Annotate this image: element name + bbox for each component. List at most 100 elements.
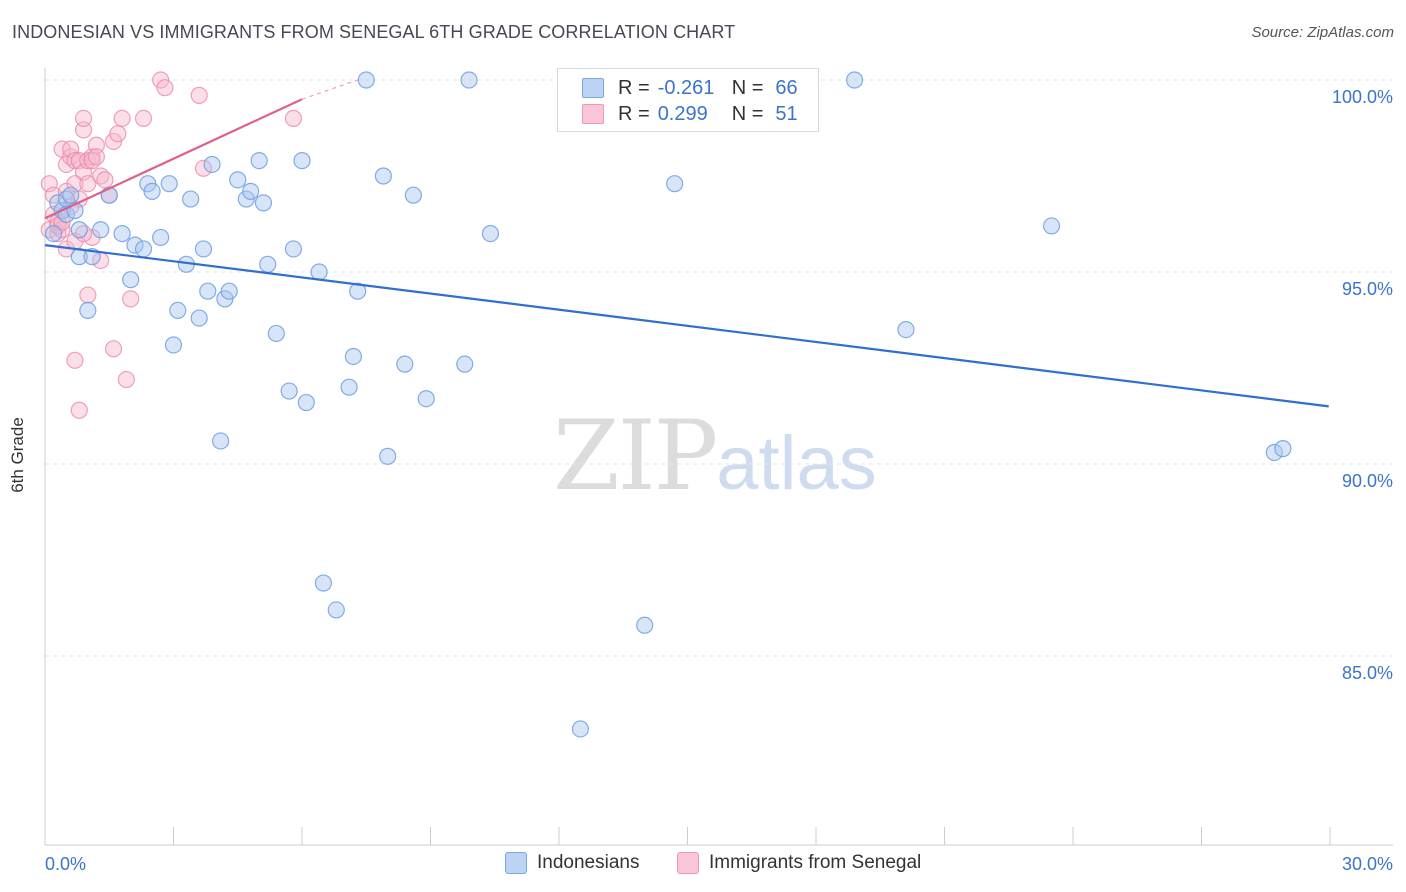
indonesian-point (62, 186, 80, 204)
source-label: Source: ZipAtlas.com (1251, 24, 1394, 41)
indonesian-point (1274, 440, 1292, 458)
pink-swatch (582, 104, 604, 124)
indonesian-point (379, 447, 397, 465)
senegal-trend-extension (301, 79, 358, 100)
trend-lines (44, 79, 1329, 408)
senegal-point (74, 109, 93, 128)
indonesian-point (259, 255, 277, 273)
indonesian-trend-line (44, 244, 1329, 408)
y-tick-label: 95.0% (1342, 279, 1393, 299)
senegal-point (109, 125, 127, 143)
senegal-trend-line (44, 98, 303, 220)
indonesian-point (92, 221, 110, 239)
n-label: N = (731, 76, 764, 99)
indonesian-point (1265, 443, 1283, 462)
senegal-point (190, 86, 208, 104)
indonesian-point (194, 240, 213, 258)
blue-swatch (505, 852, 527, 874)
indonesian-point (199, 282, 217, 300)
legend-row-indonesians: R = -0.261 N = 66 (582, 75, 798, 101)
indonesian-point (327, 601, 345, 619)
pink-swatch (677, 852, 699, 874)
senegal-point (156, 79, 174, 97)
indonesian-point (897, 321, 915, 339)
senegal-point (134, 109, 153, 128)
n-value: 51 (775, 102, 798, 125)
senegal-point (79, 286, 97, 304)
senegal-point (113, 109, 131, 128)
indonesian-point (456, 355, 474, 373)
watermark-zip: ZIP (553, 400, 718, 512)
indonesian-point (314, 574, 333, 592)
senegal-point (104, 340, 123, 358)
indonesian-point (284, 240, 303, 258)
n-label: N = (731, 102, 764, 125)
senegal-point (194, 159, 213, 177)
indonesian-point (254, 194, 273, 212)
indonesian-point (122, 271, 140, 289)
senegal-point (284, 109, 303, 128)
indonesian-point (134, 240, 153, 258)
legend-item-senegal[interactable]: Immigrants from Senegal (677, 852, 921, 874)
indonesian-point (126, 236, 144, 254)
senegal-point (96, 171, 114, 189)
indonesian-point (203, 155, 221, 174)
chart-title: INDONESIAN VS IMMIGRANTS FROM SENEGAL 6T… (12, 22, 736, 42)
r-label: R = (618, 102, 650, 125)
indonesian-point (190, 309, 208, 327)
indonesian-point (250, 152, 268, 170)
gridlines (45, 79, 1395, 657)
indonesian-point (481, 225, 500, 243)
indonesian-point (349, 282, 367, 300)
indonesian-point (160, 175, 178, 193)
n-value: 66 (775, 76, 798, 99)
axes (44, 68, 1393, 846)
indonesian-point (79, 301, 97, 319)
indonesian-point (417, 390, 435, 408)
indonesian-point (164, 336, 183, 354)
senegal-point (66, 152, 84, 170)
indonesian-point (344, 347, 362, 366)
indonesian-point (460, 71, 478, 89)
indonesian-point (143, 182, 161, 200)
senegal-point (66, 351, 84, 369)
indonesian-point (152, 228, 170, 247)
y-tick-label: 90.0% (1342, 471, 1393, 491)
indonesian-point (845, 71, 864, 89)
indonesian-point (636, 616, 654, 634)
indonesian-point (212, 432, 230, 450)
legend-label: Indonesians (537, 852, 640, 873)
senegal-point (70, 401, 88, 419)
indonesian-point (297, 393, 315, 412)
indonesian-points (44, 71, 1292, 738)
r-label: R = (618, 76, 650, 99)
indonesian-point (1042, 217, 1061, 235)
senegal-point (87, 148, 106, 166)
indonesian-point (374, 167, 392, 185)
indonesian-point (267, 324, 285, 343)
indonesian-point (404, 186, 422, 204)
indonesian-point (357, 71, 375, 89)
r-value: -0.261 (657, 76, 715, 99)
r-value: 0.299 (657, 102, 708, 125)
indonesian-point (169, 301, 187, 319)
senegal-point (79, 175, 97, 193)
indonesian-point (242, 182, 260, 200)
indonesian-point (396, 355, 414, 373)
indonesian-point (220, 282, 238, 300)
indonesian-point (229, 171, 247, 189)
blue-swatch (582, 78, 604, 98)
senegal-point (117, 370, 135, 389)
indonesian-point (280, 382, 298, 400)
watermark: ZIPatlas (553, 400, 877, 512)
indonesian-point (70, 221, 88, 239)
x-tick-label: 0.0% (45, 854, 86, 874)
indonesian-point (182, 190, 200, 208)
tick-labels: 85.0% 90.0% 95.0% 100.0% 0.0% 30.0% (45, 87, 1393, 874)
series-legend: Indonesians Immigrants from Senegal (0, 852, 1406, 876)
legend-item-indonesians[interactable]: Indonesians (505, 852, 639, 874)
senegal-points (40, 71, 303, 419)
stats-legend: R = -0.261 N = 66 R = 0.299 N = 51 (557, 68, 819, 132)
indonesian-point (310, 263, 328, 281)
indonesian-point (293, 152, 311, 170)
